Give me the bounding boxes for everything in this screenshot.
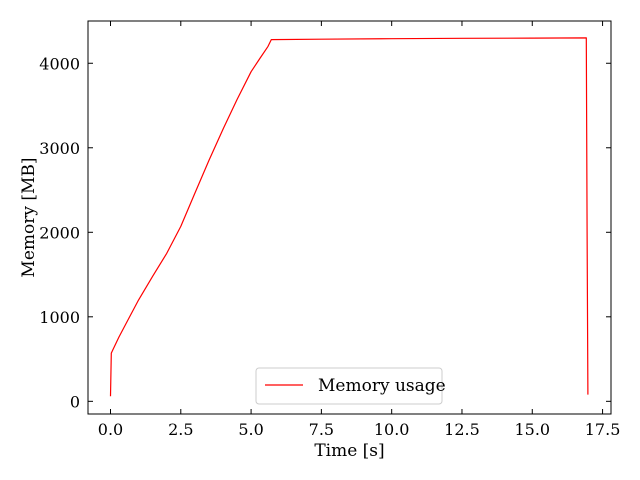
legend-label-memory-usage: Memory usage bbox=[318, 376, 446, 396]
ticks-layer: 0.0 2.5 5.0 7.5 10.0 12.5 15.0 17.5 0 1000 2000 300… bbox=[39, 21, 620, 439]
axes-frame bbox=[87, 20, 612, 415]
x-tick-label: 10.0 bbox=[374, 420, 410, 439]
x-tick-label: 17.5 bbox=[585, 420, 621, 439]
y-tick-label: 1000 bbox=[39, 308, 80, 327]
x-tick-label: 0.0 bbox=[98, 420, 123, 439]
legend: Memory usage bbox=[255, 367, 446, 405]
x-tick-label: 15.0 bbox=[514, 420, 550, 439]
plot-layer bbox=[109, 37, 589, 397]
series-line-memory-usage bbox=[109, 37, 589, 397]
x-tick-label: 7.5 bbox=[309, 420, 334, 439]
y-axis-label: Memory [MB] bbox=[19, 157, 39, 277]
x-axis-label: Time [s] bbox=[314, 441, 384, 461]
x-tick-label: 2.5 bbox=[168, 420, 193, 439]
y-tick-label: 0 bbox=[70, 392, 80, 411]
y-tick-label: 2000 bbox=[39, 223, 80, 242]
x-tick-label: 12.5 bbox=[444, 420, 480, 439]
y-tick-label: 3000 bbox=[39, 139, 80, 158]
legend-box bbox=[255, 367, 443, 405]
x-tick-label: 5.0 bbox=[238, 420, 263, 439]
y-tick-label: 4000 bbox=[39, 54, 80, 73]
